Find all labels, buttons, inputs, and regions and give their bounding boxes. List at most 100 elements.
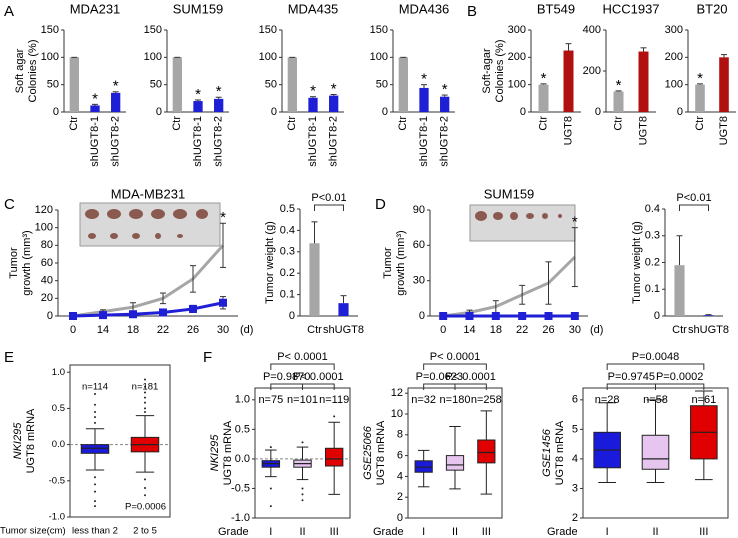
x-tick-label: II bbox=[652, 526, 658, 538]
bar bbox=[287, 57, 297, 112]
n-label: n=75 bbox=[258, 394, 283, 406]
p-value: P=0.0048 bbox=[632, 351, 679, 363]
series-line bbox=[72, 301, 224, 318]
y-tick-label: 0 bbox=[47, 310, 53, 322]
box bbox=[641, 434, 670, 470]
tumors bbox=[475, 211, 562, 221]
x-tick-label: I bbox=[269, 526, 272, 538]
x-tick-label: shUGT8 bbox=[323, 324, 364, 336]
marker bbox=[99, 311, 107, 320]
y-tick-label: 10 bbox=[391, 408, 403, 420]
x-tick-label: III bbox=[330, 526, 339, 538]
flier bbox=[94, 505, 96, 508]
bracket bbox=[423, 383, 456, 390]
chart-title: MDA435 bbox=[288, 1, 339, 16]
x-tick-label: 2 to 5 bbox=[133, 526, 157, 537]
marker bbox=[129, 310, 137, 319]
tumor bbox=[510, 212, 518, 220]
significance: * bbox=[220, 209, 226, 226]
flier bbox=[144, 396, 146, 399]
y-tick-label: 12 bbox=[391, 387, 403, 399]
box bbox=[80, 444, 110, 454]
panel-label: F bbox=[203, 349, 212, 366]
y-tick-label: 0.3 bbox=[645, 230, 660, 242]
x-tick-label: Ctr bbox=[694, 116, 706, 131]
y-axis-label: GSE25066 bbox=[362, 425, 374, 480]
y-tick-label: 0.2 bbox=[645, 256, 660, 268]
x-tick-label: Ctr bbox=[286, 116, 298, 131]
x-tick-label: 0 bbox=[440, 324, 446, 336]
bar bbox=[538, 84, 549, 112]
x-tick-label: shUGT8-1 bbox=[192, 116, 204, 167]
y-tick-label: 50 bbox=[47, 79, 59, 91]
y-tick-label: 6 bbox=[572, 394, 578, 406]
x-axis-label: Grade bbox=[218, 526, 249, 538]
y-tick-label: 0 bbox=[53, 106, 59, 118]
x-axis-label: (d) bbox=[590, 324, 603, 336]
x-tick-label: 22 bbox=[516, 324, 528, 336]
chart-title: MDA231 bbox=[70, 1, 121, 16]
y-tick-label: 0.4 bbox=[280, 224, 295, 236]
y-tick-label: 80 bbox=[41, 239, 53, 251]
x-tick-label: shUGT8-1 bbox=[307, 116, 319, 167]
x-tick-label: Ctr bbox=[68, 116, 80, 131]
bracket bbox=[655, 383, 705, 390]
bar bbox=[695, 84, 705, 112]
x-tick-label: Ctr bbox=[171, 116, 183, 131]
y-axis-label: Colonies (%) bbox=[27, 40, 39, 103]
bracket bbox=[679, 204, 709, 211]
n-label: n=119 bbox=[319, 394, 349, 406]
bar bbox=[172, 57, 182, 112]
bar bbox=[440, 96, 450, 112]
y-axis-label: GSE1456 bbox=[541, 428, 553, 477]
photo-frame bbox=[79, 202, 221, 247]
y-tick-label: 200 bbox=[583, 65, 601, 77]
p-value: P< 0.0001 bbox=[445, 371, 495, 383]
p-value: P=0.0002 bbox=[656, 371, 703, 383]
plot-frame bbox=[69, 364, 171, 518]
flier bbox=[94, 500, 96, 503]
n-label: n=114 bbox=[82, 382, 108, 393]
y-tick-label: 0.0 bbox=[52, 439, 65, 450]
x-tick-label: 14 bbox=[97, 324, 109, 336]
flier bbox=[94, 403, 96, 406]
y-tick-label: 120 bbox=[35, 204, 53, 216]
flier bbox=[144, 401, 146, 404]
flier bbox=[144, 385, 146, 388]
chart-title: HCC1937 bbox=[602, 1, 659, 16]
flier bbox=[94, 392, 96, 395]
box bbox=[445, 455, 465, 471]
y-tick-label: 150 bbox=[259, 24, 277, 36]
flier bbox=[144, 391, 146, 394]
tumor bbox=[542, 213, 548, 219]
tumor bbox=[107, 209, 121, 219]
x-tick-label: III bbox=[482, 526, 491, 538]
bracket bbox=[606, 363, 705, 370]
y-tick-label: 40 bbox=[41, 275, 53, 287]
x-tick-label: shUGT8-1 bbox=[89, 116, 101, 167]
x-tick-label: Ctr bbox=[672, 324, 687, 336]
chart-title: MDA-MB231 bbox=[111, 186, 185, 201]
n-label: n=58 bbox=[643, 394, 668, 406]
bar bbox=[563, 50, 574, 112]
y-tick-label: 2 bbox=[572, 512, 578, 524]
y-axis-label: Soft agar bbox=[14, 48, 26, 93]
flier bbox=[301, 441, 304, 444]
y-tick-label: 0 bbox=[520, 106, 526, 118]
tumor bbox=[155, 233, 161, 239]
y-tick-label: 300 bbox=[665, 24, 683, 36]
p-value: P< 0.0001 bbox=[277, 351, 327, 363]
marker bbox=[219, 298, 227, 307]
y-tick-label: 100 bbox=[370, 51, 388, 63]
tumor bbox=[196, 209, 208, 219]
tumor bbox=[132, 233, 140, 239]
y-tick-label: 200 bbox=[508, 51, 526, 63]
panel-label: E bbox=[4, 349, 14, 366]
flier bbox=[144, 407, 146, 410]
y-axis-label: NKI295 bbox=[12, 422, 24, 460]
significance: * bbox=[421, 71, 427, 88]
y-tick-label: 0 bbox=[677, 106, 683, 118]
flier bbox=[94, 421, 96, 424]
